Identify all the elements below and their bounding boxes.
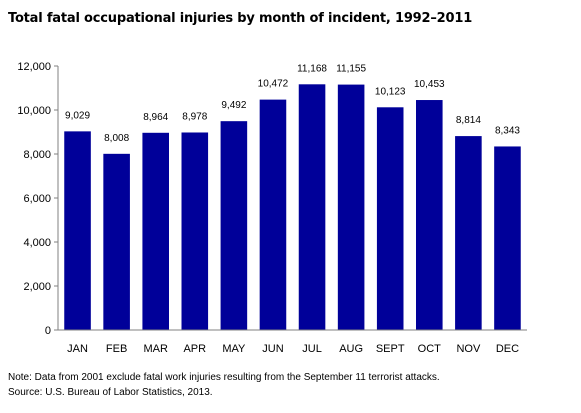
- x-tick-label: MAY: [222, 343, 246, 355]
- bar-apr: [181, 132, 209, 330]
- bar-mar: [142, 132, 169, 330]
- bar-nov: [455, 136, 482, 330]
- bar-jan: [64, 131, 91, 330]
- y-tick-label: 2,000: [23, 281, 51, 293]
- x-tick-label: JAN: [67, 343, 88, 355]
- y-tick-label: 8,000: [23, 149, 51, 161]
- x-tick-label: JUL: [302, 343, 322, 355]
- bar-jun: [259, 99, 287, 330]
- chart-note: Note: Data from 2001 exclude fatal work …: [8, 372, 440, 383]
- y-tick-label: 0: [45, 325, 51, 337]
- data-label: 9,492: [221, 100, 246, 111]
- data-label: 8,964: [143, 112, 168, 123]
- y-tick-label: 10,000: [17, 105, 51, 117]
- x-tick-label: AUG: [339, 343, 363, 355]
- y-tick-label: 6,000: [23, 193, 51, 205]
- x-tick-label: NOV: [456, 343, 481, 355]
- data-label: 11,168: [297, 63, 327, 74]
- x-tick-label: SEPT: [376, 343, 405, 355]
- x-axis-labels: JAN FEB MAR APR MAY JUN JUL AUG SEPT OCT NOV DEC: [67, 343, 519, 355]
- x-tick-label: DEC: [496, 343, 519, 355]
- data-label: 9,029: [65, 110, 90, 121]
- chart-title: Total fatal occupational injuries by mon…: [8, 11, 473, 26]
- bar-oct: [416, 100, 443, 330]
- bar-may: [220, 121, 248, 331]
- data-label: 10,123: [375, 86, 406, 97]
- data-label: 10,453: [414, 79, 445, 90]
- data-label: 8,814: [456, 115, 481, 126]
- data-label: 10,472: [258, 79, 289, 90]
- data-label: 11,155: [336, 64, 366, 75]
- chart-source: Source: U.S. Bureau of Labor Statistics,…: [8, 387, 213, 398]
- bar-sept: [376, 107, 404, 330]
- bar-aug: [337, 84, 365, 330]
- y-tick-label: 12,000: [17, 61, 51, 73]
- x-tick-label: MAR: [143, 343, 168, 355]
- data-label: 8,978: [182, 111, 207, 122]
- data-label: 8,343: [495, 125, 520, 136]
- bars: [64, 84, 521, 331]
- x-tick-label: JUN: [262, 343, 283, 355]
- data-label: 8,008: [104, 133, 129, 144]
- x-tick-label: APR: [183, 343, 206, 355]
- bar-dec: [494, 146, 521, 330]
- bar-jul: [298, 84, 326, 330]
- x-tick-label: FEB: [106, 343, 127, 355]
- bar-feb: [103, 153, 130, 330]
- x-tick-label: OCT: [418, 343, 442, 355]
- data-labels: 9,029 8,008 8,964 8,978 9,492 10,472 11,168 11,…: [65, 63, 520, 144]
- y-axis-ticks: 0 2,000 4,000 6,000 8,000 10,000 12,000: [17, 61, 58, 337]
- y-tick-label: 4,000: [23, 237, 51, 249]
